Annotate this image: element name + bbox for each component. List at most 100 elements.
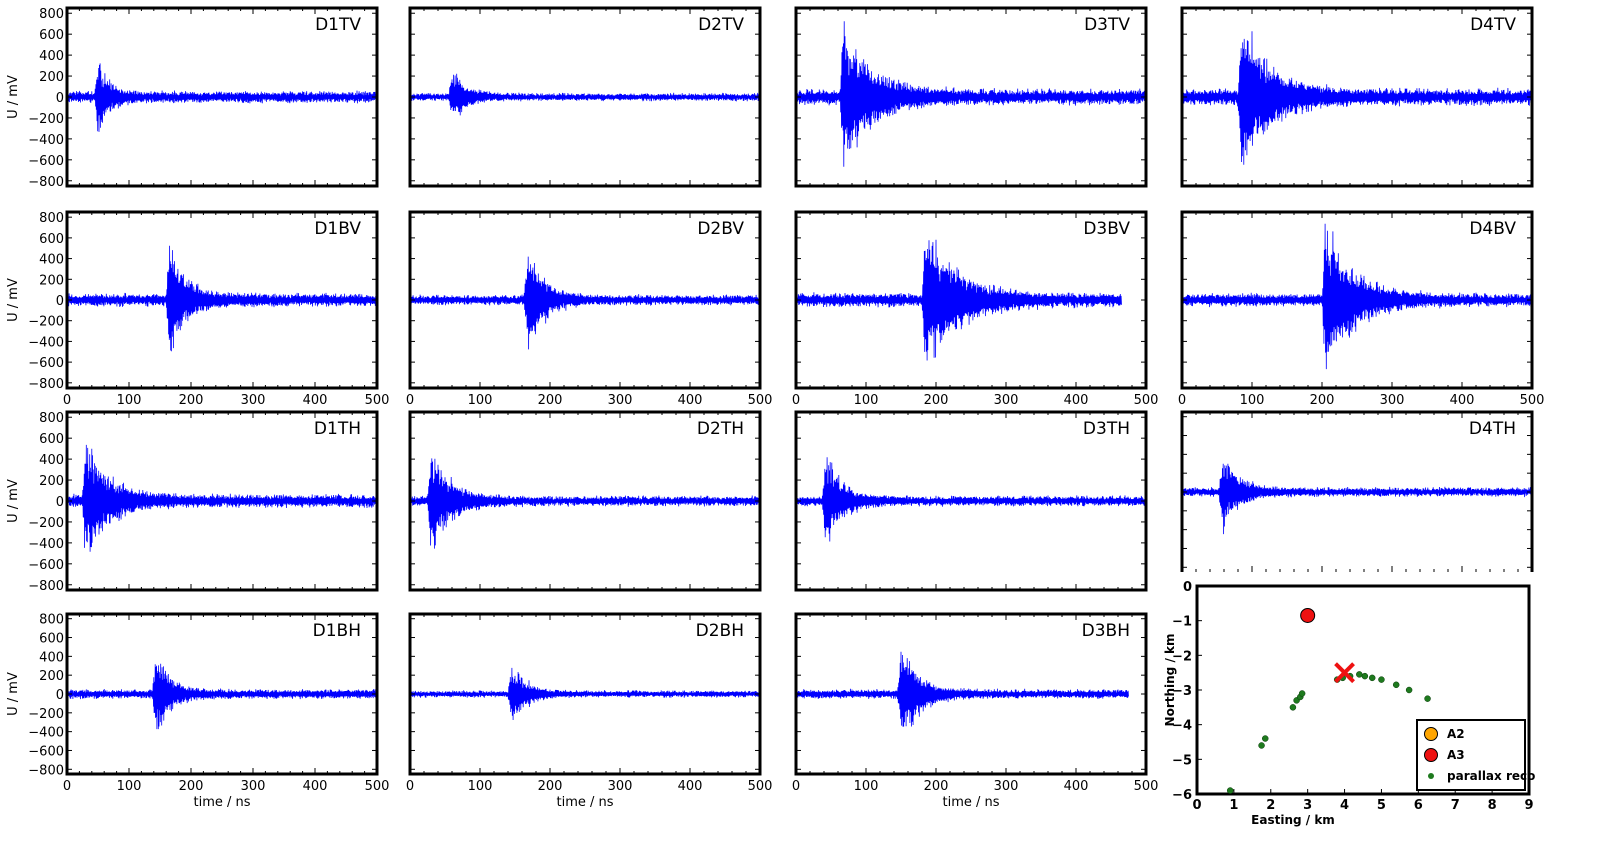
panel-title: D1BH bbox=[313, 621, 361, 641]
y-tick-label: −600 bbox=[28, 356, 64, 371]
x-tick-label: 400 bbox=[678, 779, 703, 794]
parallax-point bbox=[1368, 674, 1376, 682]
x-tick-label: 300 bbox=[241, 393, 266, 408]
parallax-point bbox=[1226, 787, 1234, 794]
panel-d1th: D1TH 800 600 400 200 0 −200 −400 −600 −800 U / mV bbox=[6, 410, 379, 594]
map-y-tick-label: −5 bbox=[1172, 753, 1192, 768]
y-tick-label: −400 bbox=[28, 133, 64, 148]
waveform-d2bh bbox=[409, 667, 761, 721]
x-tick-label: 200 bbox=[538, 393, 563, 408]
waveform-d3bv bbox=[795, 239, 1122, 361]
x-tick-label: 400 bbox=[303, 393, 328, 408]
y-tick-label: −400 bbox=[28, 537, 64, 552]
y-axis-label: U / mV bbox=[6, 479, 21, 523]
waveform-d3th bbox=[795, 457, 1147, 542]
y-tick-label: −200 bbox=[28, 315, 64, 330]
legend-label: A3 bbox=[1447, 748, 1465, 762]
parallax-point bbox=[1361, 672, 1369, 680]
waveform-d2tv bbox=[409, 73, 761, 116]
map-y-tick-label: −6 bbox=[1172, 788, 1192, 803]
panel-d3bh: D3BH 0 100 200 300 400 500 time / ns bbox=[792, 612, 1159, 810]
y-tick-label: −800 bbox=[28, 579, 64, 594]
x-tick-label: 0 bbox=[792, 779, 800, 794]
x-tick-label: 400 bbox=[1064, 393, 1089, 408]
map-y-tick-label: −1 bbox=[1172, 615, 1192, 630]
map-y-tick-label: −4 bbox=[1172, 719, 1192, 734]
y-tick-label: 600 bbox=[39, 632, 64, 647]
waveform-d4bv bbox=[1181, 223, 1533, 370]
legend-label: parallax reco bbox=[1447, 769, 1535, 783]
parallax-point bbox=[1298, 690, 1306, 697]
map-x-tick-label: 3 bbox=[1303, 798, 1312, 813]
x-tick-label: 100 bbox=[468, 393, 493, 408]
x-tick-label: 500 bbox=[1134, 393, 1159, 408]
waveform-d4th bbox=[1181, 463, 1533, 535]
panel-d3th: D3TH bbox=[794, 410, 1148, 592]
y-tick-label: −800 bbox=[28, 763, 64, 778]
y-tick-label: 800 bbox=[39, 411, 64, 426]
y-tick-label: −800 bbox=[28, 377, 64, 392]
map-y-tick-label: −2 bbox=[1172, 649, 1192, 664]
y-tick-label: 200 bbox=[39, 70, 64, 85]
waveform-d4tv bbox=[1181, 31, 1533, 165]
panel-title: D3TH bbox=[1083, 419, 1130, 439]
panel-title: D3BV bbox=[1083, 219, 1130, 239]
x-tick-label: 0 bbox=[63, 393, 71, 408]
panel-title: D1TH bbox=[314, 419, 361, 439]
x-axis-label: time / ns bbox=[556, 795, 613, 810]
x-tick-label: 300 bbox=[1380, 393, 1405, 408]
y-tick-label: −200 bbox=[28, 516, 64, 531]
y-tick-label: 800 bbox=[39, 613, 64, 628]
x-tick-label: 100 bbox=[468, 779, 493, 794]
y-tick-label: 0 bbox=[56, 91, 64, 106]
waveform-d1tv bbox=[66, 63, 378, 132]
panel-title: D1BV bbox=[314, 219, 361, 239]
panel-d2th: D2TH bbox=[408, 410, 762, 592]
map-legend: A2 A3 parallax reco bbox=[1416, 719, 1535, 791]
y-tick-label: 200 bbox=[39, 273, 64, 288]
panel-d2bh: D2BH 0 100 200 300 400 500 time / ns bbox=[406, 612, 772, 810]
parallax-point bbox=[1424, 695, 1431, 702]
panel-d4bv: D4BV 0 100 200 300 400 500 bbox=[1178, 210, 1544, 408]
x-tick-label: 500 bbox=[748, 393, 773, 408]
x-tick-label: 0 bbox=[406, 393, 414, 408]
map-y-axis-label: Northing / km bbox=[1163, 634, 1177, 727]
x-tick-label: 300 bbox=[241, 779, 266, 794]
panel-title: D2BV bbox=[697, 219, 744, 239]
y-tick-label: −600 bbox=[28, 744, 64, 759]
x-tick-label: 0 bbox=[792, 393, 800, 408]
x-tick-label: 200 bbox=[1310, 393, 1335, 408]
x-tick-label: 400 bbox=[678, 393, 703, 408]
panel-d1bv: D1BV 800 600 400 200 0 −200 −400 −600 −800 U / mV 0… bbox=[6, 210, 389, 408]
y-tick-label: 400 bbox=[39, 253, 64, 268]
parallax-point bbox=[1405, 686, 1413, 694]
station-a3-marker bbox=[1300, 607, 1316, 623]
waveform-d1bh bbox=[66, 663, 378, 730]
panel-title: D2TH bbox=[697, 419, 744, 439]
x-tick-label: 300 bbox=[608, 779, 633, 794]
x-tick-label: 300 bbox=[608, 393, 633, 408]
panel-title: D4BV bbox=[1469, 219, 1516, 239]
waveform-d1th bbox=[66, 444, 378, 552]
x-axis-label: time / ns bbox=[942, 795, 999, 810]
x-tick-label: 500 bbox=[365, 779, 390, 794]
y-tick-label: 800 bbox=[39, 7, 64, 22]
panel-d1tv: D1TV 800 600 400 200 0 −200 −400 −600 −800 U / mV bbox=[6, 6, 379, 190]
panel-title: D4TH bbox=[1469, 419, 1516, 439]
panel-d2bv: D2BV 0 100 200 300 400 500 bbox=[406, 210, 773, 408]
panel-title: D4TV bbox=[1470, 15, 1516, 35]
map-x-tick-label: 0 bbox=[1192, 798, 1201, 813]
map-x-tick-label: 7 bbox=[1451, 798, 1460, 813]
parallax-point bbox=[1392, 681, 1400, 689]
y-tick-label: 400 bbox=[39, 453, 64, 468]
panel-d3bv: D3BV 0 100 200 300 400 500 bbox=[792, 210, 1159, 408]
x-tick-label: 500 bbox=[1134, 779, 1159, 794]
parallax-point bbox=[1289, 704, 1297, 711]
parallax-point bbox=[1258, 742, 1265, 749]
panel-d4tv: D4TV bbox=[1180, 6, 1534, 188]
x-tick-label: 400 bbox=[1064, 779, 1089, 794]
map-x-axis-label: Easting / km bbox=[1251, 813, 1335, 827]
waveform-d3bh bbox=[795, 651, 1129, 727]
panel-title: D1TV bbox=[315, 15, 361, 35]
waveform-d2th bbox=[409, 458, 761, 549]
